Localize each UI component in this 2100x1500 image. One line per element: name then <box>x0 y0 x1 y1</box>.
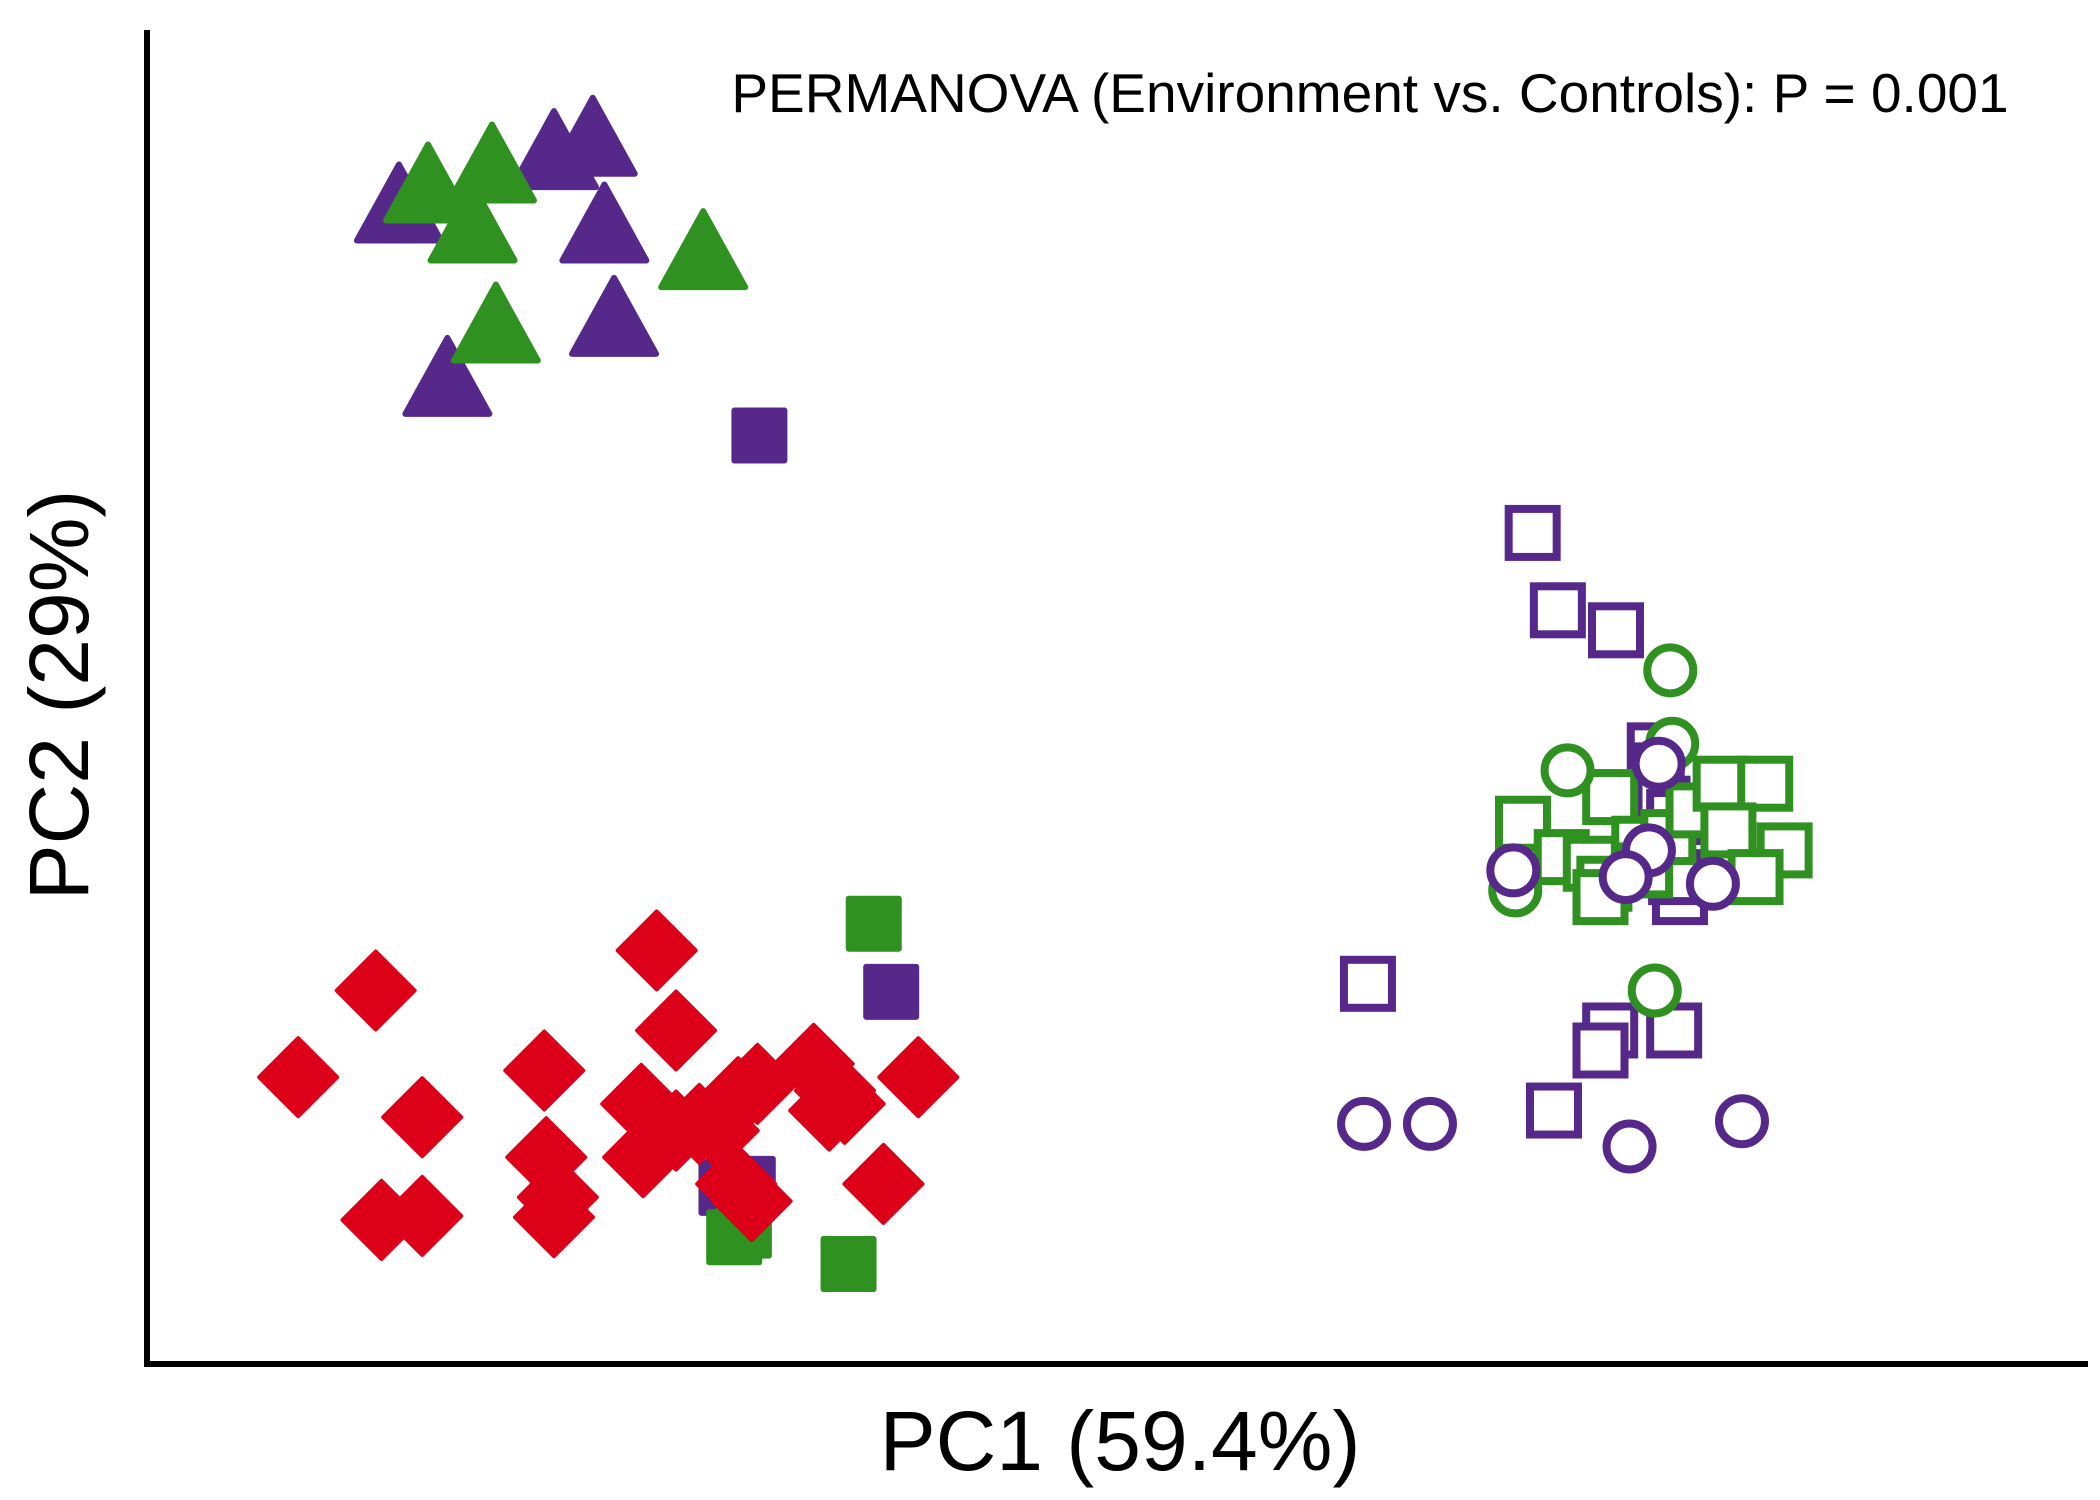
point-green-square-open-11 <box>1700 802 1757 859</box>
marks-layer <box>257 94 1813 1292</box>
point-purple-triangle-filled-4 <box>559 181 650 264</box>
point-red-diamond-filled-3 <box>381 1076 464 1159</box>
point-purple-square-filled-2 <box>863 963 920 1020</box>
point-red-diamond-filled-26 <box>842 1142 925 1225</box>
point-red-diamond-filled-10 <box>615 909 698 992</box>
point-green-triangle-filled-5 <box>450 281 541 364</box>
point-green-circle-open-3 <box>1540 743 1595 798</box>
point-green-triangle-filled-3 <box>427 181 518 264</box>
point-purple-triangle-filled-6 <box>402 334 493 417</box>
point-red-diamond-filled-25 <box>877 1036 960 1119</box>
point-green-square-open-2 <box>1582 769 1639 826</box>
y-axis-label: PC2 (29%) <box>12 490 106 901</box>
point-purple-circle-open-6 <box>1337 1096 1392 1151</box>
point-purple-square-open-6 <box>1572 1022 1629 1079</box>
point-green-square-filled-1 <box>845 895 902 952</box>
point-red-diamond-filled-11 <box>635 989 718 1072</box>
point-green-triangle-filled-4 <box>658 208 749 291</box>
point-purple-square-open-8 <box>1525 1082 1582 1139</box>
permanova-annotation: PERMANOVA (Environment vs. Controls): P … <box>731 62 2008 124</box>
point-red-diamond-filled-9 <box>512 1176 595 1259</box>
point-red-diamond-filled-5 <box>381 1174 464 1257</box>
point-red-diamond-filled-6 <box>503 1029 586 1112</box>
point-purple-square-open-1 <box>1504 504 1561 561</box>
point-green-square-open-10 <box>1737 755 1794 812</box>
point-purple-triangle-filled-5 <box>569 274 660 357</box>
point-green-square-filled-3 <box>820 1235 877 1292</box>
point-purple-circle-open-9 <box>1714 1094 1769 1149</box>
point-green-circle-open-5 <box>1627 963 1682 1018</box>
point-red-diamond-filled-20 <box>710 1160 793 1243</box>
point-purple-circle-open-8 <box>1602 1119 1657 1174</box>
point-green-circle-open-1 <box>1643 643 1698 698</box>
point-purple-square-open-2 <box>1529 582 1586 639</box>
point-purple-circle-open-1 <box>1631 736 1686 791</box>
point-purple-circle-open-4 <box>1598 850 1653 905</box>
point-red-diamond-filled-1 <box>257 1036 340 1119</box>
point-purple-circle-open-3 <box>1486 843 1541 898</box>
point-green-triangle-filled-2 <box>446 121 537 204</box>
point-red-diamond-filled-24 <box>788 1069 871 1152</box>
point-purple-triangle-filled-3 <box>547 94 638 177</box>
point-purple-circle-open-5 <box>1685 856 1740 911</box>
point-purple-square-open-3 <box>1588 602 1645 659</box>
point-red-diamond-filled-2 <box>334 949 417 1032</box>
point-purple-square-filled-1 <box>731 407 788 464</box>
point-green-square-open-9 <box>1692 755 1749 812</box>
x-axis-label: PC1 (59.4%) <box>880 1394 1361 1488</box>
point-purple-square-open-4 <box>1339 955 1396 1012</box>
point-purple-circle-open-7 <box>1402 1096 1457 1151</box>
